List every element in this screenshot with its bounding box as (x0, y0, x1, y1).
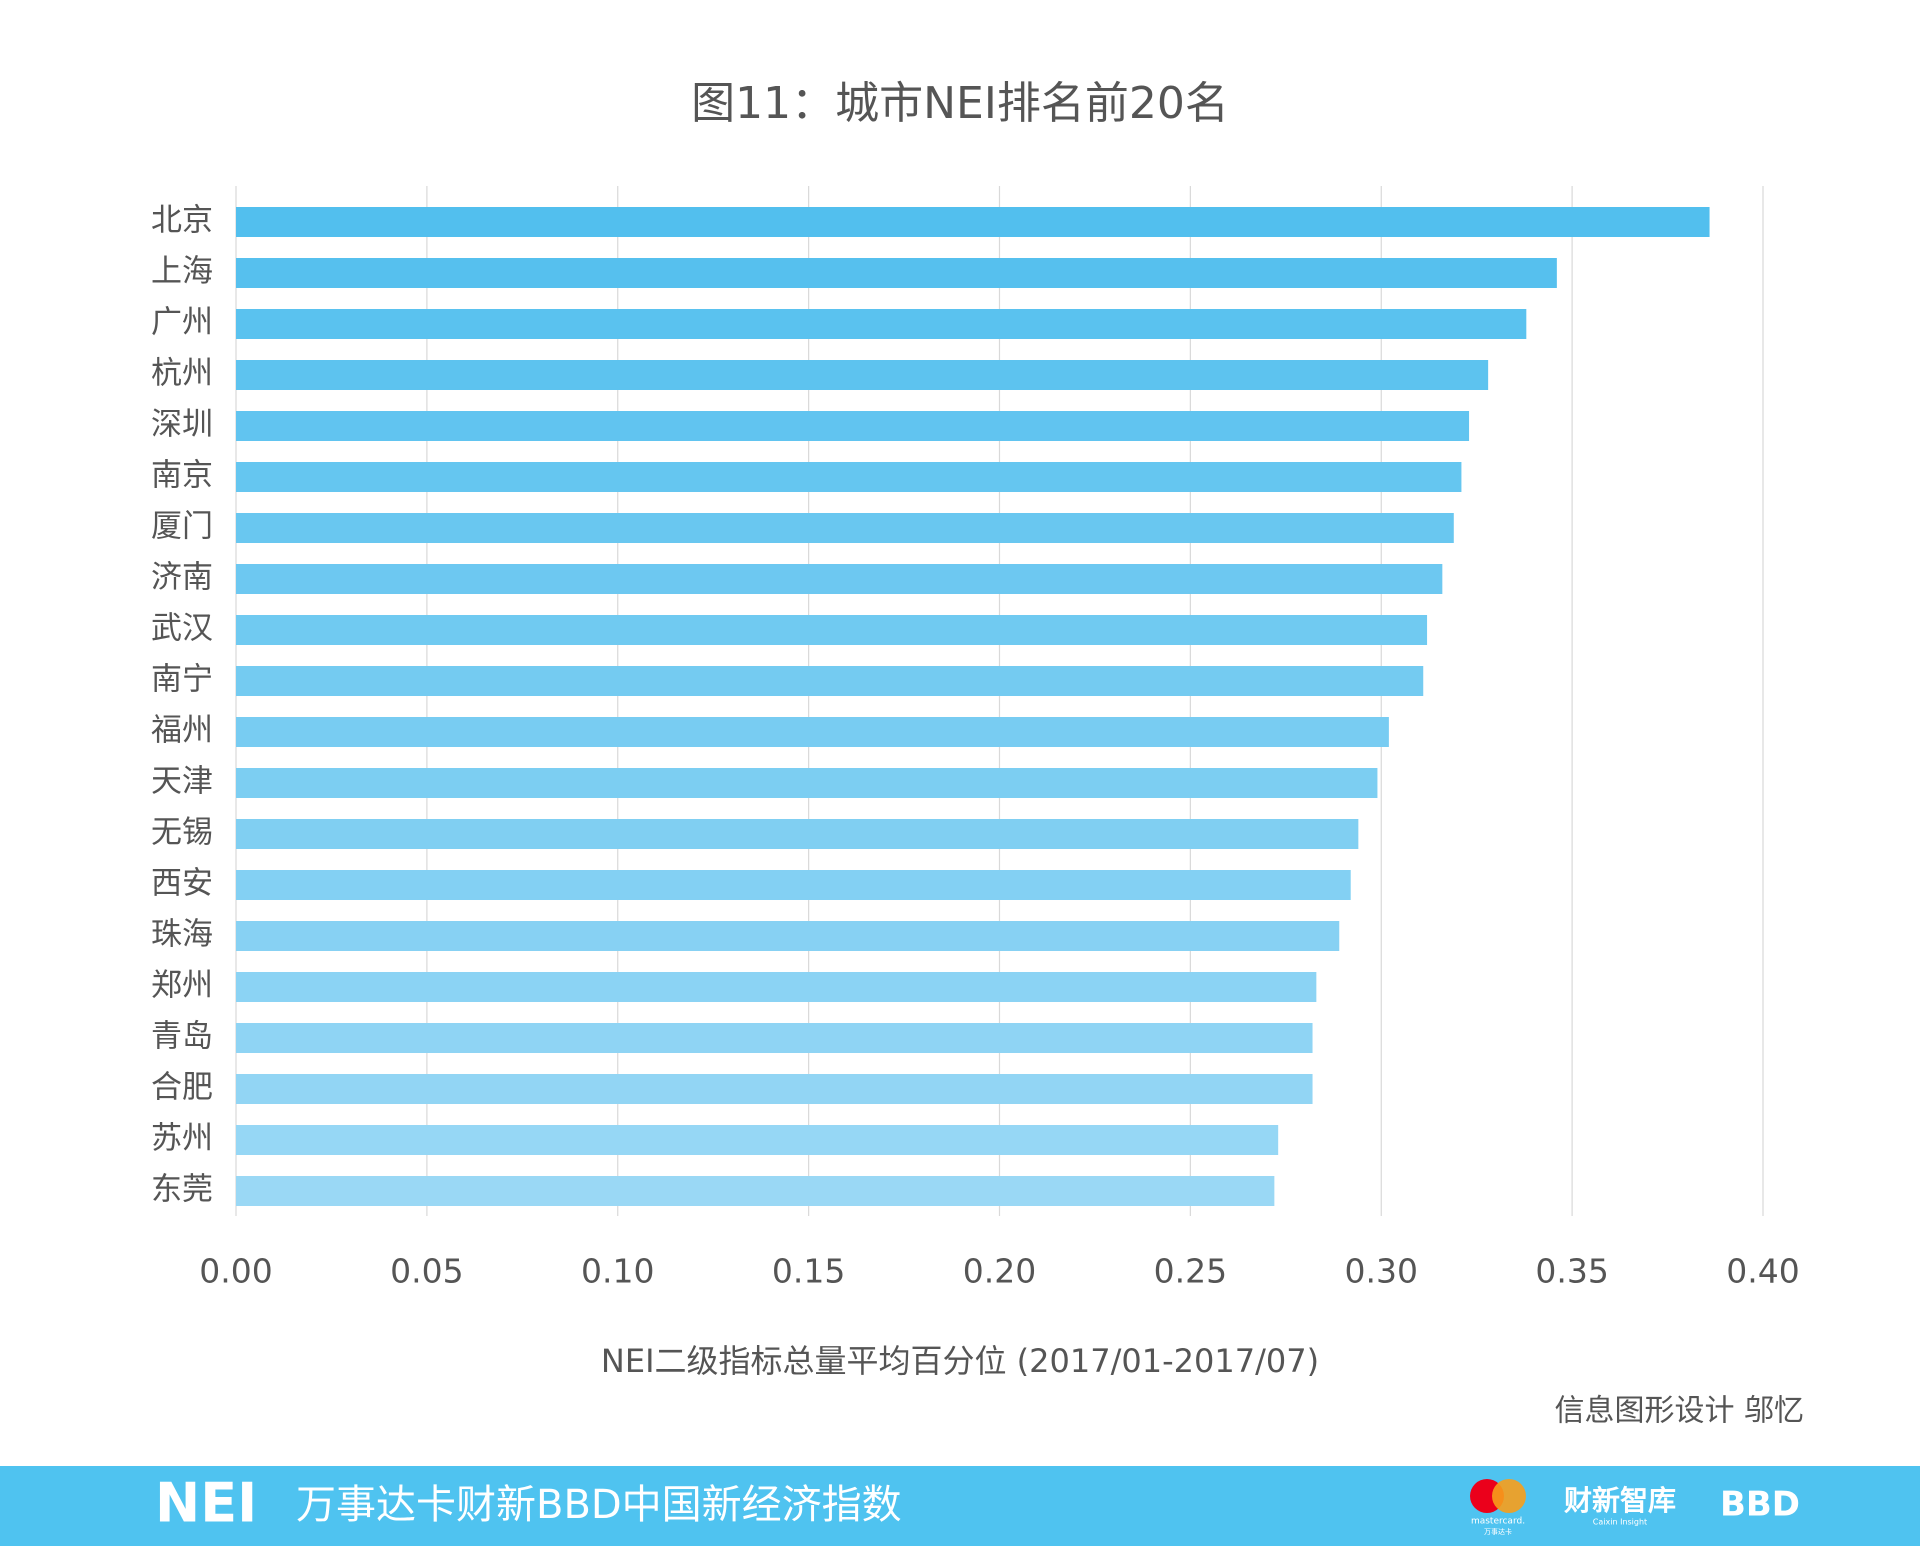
bar (236, 462, 1462, 492)
mastercard-circle (1492, 1479, 1526, 1513)
bar (236, 870, 1351, 900)
y-tick-label: 青岛 (151, 1019, 213, 1055)
y-tick-label: 郑州 (151, 968, 213, 1004)
bar (236, 666, 1424, 696)
bar (236, 768, 1378, 798)
bar (236, 615, 1428, 645)
x-tick-label: 0.35 (1535, 1252, 1608, 1291)
bar (236, 513, 1454, 543)
y-tick-label: 合肥 (151, 1070, 213, 1106)
caixin-en: Caixin Insight (1593, 1518, 1647, 1527)
y-tick-label: 杭州 (151, 356, 213, 392)
bbd-logo: BBD (1720, 1485, 1800, 1525)
y-tick-label: 武汉 (151, 611, 213, 647)
x-tick-label: 0.05 (390, 1252, 463, 1291)
y-tick-label: 东莞 (151, 1172, 213, 1208)
x-axis-label: NEI二级指标总量平均百分位 (2017/01-2017/07) (601, 1342, 1319, 1380)
y-tick-label: 深圳 (151, 407, 213, 443)
x-tick-label: 0.30 (1345, 1252, 1418, 1291)
y-tick-label: 福州 (151, 713, 213, 749)
mastercard-text: mastercard. (1471, 1517, 1525, 1527)
bar (236, 207, 1710, 237)
y-tick-label: 珠海 (151, 917, 213, 953)
y-tick-label: 南京 (151, 458, 213, 494)
bar (236, 921, 1340, 951)
x-tick-label: 0.10 (581, 1252, 654, 1291)
x-tick-label: 0.00 (199, 1252, 272, 1291)
bar (236, 972, 1317, 1002)
y-tick-label: 无锡 (151, 815, 213, 851)
x-tick-label: 0.40 (1726, 1252, 1799, 1291)
caixin-logo: 财新智库 (1564, 1484, 1676, 1517)
y-tick-label: 苏州 (151, 1121, 213, 1157)
bar (236, 309, 1527, 339)
y-tick-label: 北京 (151, 203, 213, 239)
footer-logo: NEI (155, 1472, 257, 1535)
footer-band (0, 1466, 1920, 1546)
bar (236, 1074, 1313, 1104)
bar (236, 819, 1359, 849)
bar (236, 1125, 1279, 1155)
y-tick-label: 西安 (151, 866, 213, 902)
bar (236, 717, 1389, 747)
x-tick-label: 0.20 (963, 1252, 1036, 1291)
footer-text: 万事达卡财新BBD中国新经济指数 (296, 1482, 902, 1528)
chart-title: 图11：城市NEI排名前20名 (691, 78, 1229, 129)
bar (236, 258, 1557, 288)
y-tick-label: 广州 (151, 305, 213, 341)
x-tick-label: 0.25 (1154, 1252, 1227, 1291)
bar (236, 1176, 1275, 1206)
mastercard-cn: 万事达卡 (1484, 1527, 1512, 1536)
bar (236, 1023, 1313, 1053)
x-tick-label: 0.15 (772, 1252, 845, 1291)
bar (236, 564, 1443, 594)
credit: 信息图形设计 邬忆 (1554, 1394, 1804, 1429)
y-tick-label: 厦门 (151, 509, 213, 545)
y-tick-label: 天津 (151, 764, 213, 800)
bar (236, 360, 1489, 390)
y-tick-label: 济南 (151, 560, 213, 596)
bar (236, 411, 1470, 441)
y-tick-label: 南宁 (151, 662, 213, 698)
y-tick-label: 上海 (151, 254, 213, 290)
